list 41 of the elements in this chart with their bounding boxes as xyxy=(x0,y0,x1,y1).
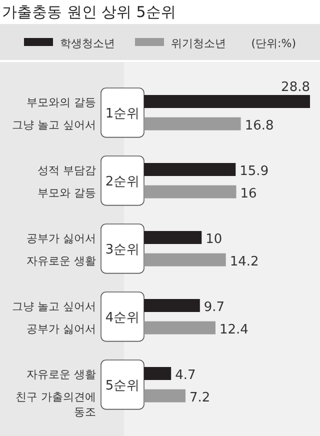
data-label: 16 xyxy=(240,186,257,202)
text: 1순위 xyxy=(105,106,140,122)
text: 3순위 xyxy=(105,242,140,258)
y-tick-label: 공부가 싫어서 xyxy=(26,232,96,245)
y-tick-label: 그냥 놀고 싶어서 xyxy=(12,118,96,132)
bar xyxy=(144,253,226,266)
text: 5순위 xyxy=(105,378,140,394)
y-tick-label: 부모와의 갈등 xyxy=(26,96,96,109)
legend-item: 위기청소년 xyxy=(135,37,226,50)
data-label: 16.8 xyxy=(244,118,274,134)
text: (단위:%) xyxy=(251,37,296,50)
y-tick-label: 친구 가출의견에 동조 xyxy=(16,390,96,418)
y-tick-label: 자유로운 생활 xyxy=(26,254,96,268)
data-label: 28.8 xyxy=(281,80,310,95)
legend-label: 위기청소년 xyxy=(171,37,226,50)
data-label: 9.7 xyxy=(204,300,225,315)
y-tick-label: 성적 부담감 xyxy=(38,164,96,177)
data-label: 15.9 xyxy=(240,164,269,179)
data-label: 14.2 xyxy=(230,254,259,270)
chart-title: 가출충동 원인 상위 5순위 xyxy=(2,3,176,21)
bar xyxy=(144,389,186,402)
data-label: 4.7 xyxy=(175,368,196,383)
y-tick-label: 공부가 싫어서 xyxy=(26,322,96,336)
bar xyxy=(144,231,202,244)
data-label: 10 xyxy=(206,232,222,247)
bar xyxy=(144,185,236,198)
legend-label: 학생청소년 xyxy=(60,37,115,50)
bar xyxy=(144,321,216,334)
bar xyxy=(144,299,200,312)
legend-item: 학생청소년 xyxy=(24,37,115,50)
bar xyxy=(144,95,310,108)
bar xyxy=(144,367,172,380)
text: 4순위 xyxy=(105,310,140,326)
y-tick-label: 자유로운 생활 xyxy=(26,368,96,381)
data-label: 12.4 xyxy=(219,322,248,338)
bar xyxy=(144,117,241,130)
bar xyxy=(144,163,236,176)
data-label: 7.2 xyxy=(190,390,210,406)
text: 2순위 xyxy=(105,174,140,190)
y-tick-label: 그냥 놀고 싶어서 xyxy=(12,300,96,313)
y-tick-label: 부모와 갈등 xyxy=(38,186,96,200)
